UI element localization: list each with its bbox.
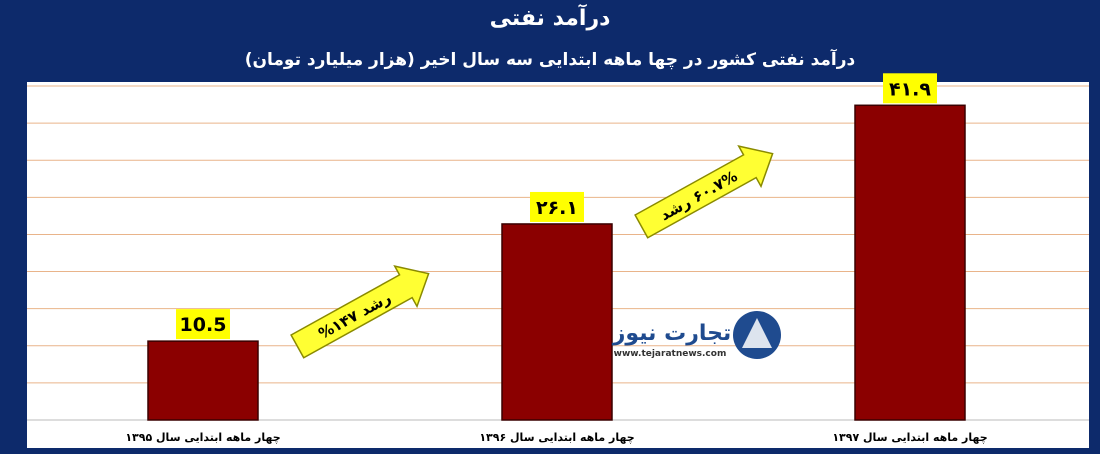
- category-axis-band: [27, 420, 1089, 448]
- chart-subtitle: درآمد نفتی کشور در چها ماهه ابتدایی سه س…: [244, 50, 856, 70]
- data-label-box: [883, 73, 937, 104]
- logo-emblem-mark-icon: [742, 318, 772, 348]
- growth-arrow: رشد ۱۴۷%: [290, 265, 430, 359]
- watermark-name: تجارت نیوز: [612, 321, 732, 346]
- growth-arrow: ۶۰.۷% رشد: [634, 145, 774, 239]
- chart-title: درآمد نفتی: [489, 6, 611, 31]
- data-label: ۲۶.۱: [536, 197, 578, 219]
- watermark-url: www.tejaratnews.com: [614, 349, 727, 359]
- bar: [854, 104, 966, 421]
- arrow-shape: [290, 265, 430, 359]
- bars: [147, 104, 966, 421]
- data-label-box: [176, 309, 230, 340]
- category-label: چهار ماهه ابتدایی سال ۱۳۹۶: [479, 431, 634, 444]
- watermark-logo: تجارت نیوز www.tejaratnews.com: [612, 311, 781, 359]
- data-label-box: [530, 191, 584, 222]
- data-label: 10.5: [180, 314, 227, 336]
- data-label: ۴۱.۹: [889, 78, 931, 100]
- labels: 10.5 چهار ماهه ابتدایی سال ۱۳۹۵ ۲۶.۱ چهار م…: [125, 73, 988, 444]
- category-label: چهار ماهه ابتدایی سال ۱۳۹۷: [832, 431, 987, 444]
- bar: [147, 340, 259, 421]
- category-label: چهار ماهه ابتدایی سال ۱۳۹۵: [125, 431, 280, 444]
- bar: [501, 223, 613, 421]
- arrow-shape: [634, 145, 774, 239]
